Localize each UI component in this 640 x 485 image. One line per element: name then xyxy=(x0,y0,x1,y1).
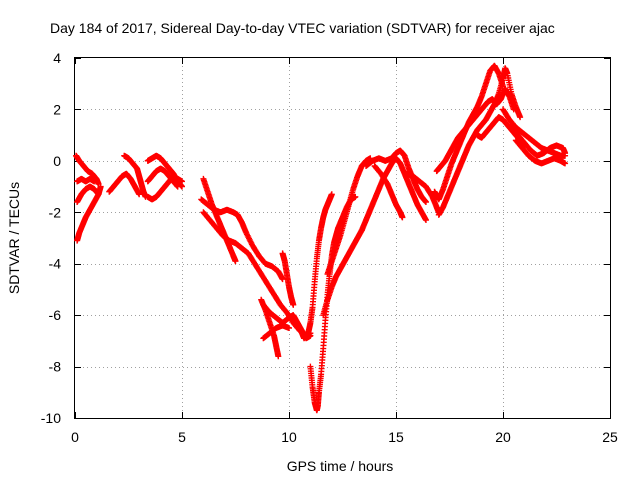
series-arc-30 xyxy=(508,121,569,159)
series-arc-21 xyxy=(363,147,429,205)
data-point xyxy=(422,199,429,205)
plot-frame xyxy=(74,57,611,419)
series-arc-25 xyxy=(431,62,506,203)
y-tick-label: 0 xyxy=(53,153,61,169)
y-tick-labels: -10 -8 -6 -4 -2 0 2 4 xyxy=(41,50,61,426)
series-arc-26 xyxy=(435,65,524,218)
grid-lines xyxy=(75,58,610,418)
data-point xyxy=(562,160,569,167)
chart-title: Day 184 of 2017, Sidereal Day-to-day VTE… xyxy=(50,20,555,36)
x-tick-label: 5 xyxy=(178,429,186,445)
x-tick-label: 15 xyxy=(388,429,404,445)
series-arc-18 xyxy=(307,193,359,414)
series-arc-6 xyxy=(121,152,149,200)
data-point xyxy=(328,191,335,198)
series-arc-15 xyxy=(279,250,297,308)
y-axis-label: SDTVAR / TECUs xyxy=(6,182,22,294)
series-arc-20 xyxy=(324,155,374,277)
series-arc-9 xyxy=(144,173,185,203)
y-tick-label: 4 xyxy=(53,50,61,66)
axis-ticks xyxy=(75,58,611,419)
x-tick-label: 0 xyxy=(71,429,79,445)
y-tick-label: -10 xyxy=(41,410,61,426)
data-point xyxy=(290,301,297,308)
series-arc-5 xyxy=(106,170,143,198)
series-arc-19 xyxy=(320,227,365,319)
series-arc-16 xyxy=(260,322,292,342)
x-tick-label: 20 xyxy=(495,429,511,445)
y-tick-label: -6 xyxy=(49,307,62,323)
series-arc-27 xyxy=(433,85,517,175)
y-tick-label: -8 xyxy=(49,359,62,375)
data-marks xyxy=(73,62,569,414)
data-point xyxy=(422,217,429,223)
series-arc-4 xyxy=(74,183,104,205)
y-tick-label: 2 xyxy=(53,101,61,117)
data-point xyxy=(510,106,517,113)
data-point xyxy=(232,258,239,265)
series-arc-31 xyxy=(512,137,569,167)
x-tick-label: 10 xyxy=(281,429,297,445)
series-arc-23 xyxy=(371,163,406,221)
y-tick-label: -4 xyxy=(49,256,62,272)
data-point xyxy=(275,353,282,360)
series-arc-17 xyxy=(296,191,335,342)
series-arc-10 xyxy=(200,175,239,265)
x-tick-labels: 0 5 10 15 20 25 xyxy=(71,429,618,445)
x-axis-label: GPS time / hours xyxy=(287,458,394,474)
data-point xyxy=(279,276,286,283)
data-point xyxy=(562,150,569,157)
data-point xyxy=(517,114,524,121)
series-arc-29 xyxy=(500,106,569,159)
series-arc-2 xyxy=(74,175,98,185)
data-point xyxy=(286,325,292,331)
y-tick-label: -2 xyxy=(49,204,62,220)
data-point xyxy=(174,183,181,190)
series-arc-11 xyxy=(198,196,286,283)
x-tick-label: 25 xyxy=(602,429,618,445)
data-point xyxy=(91,178,98,185)
data-point xyxy=(399,214,406,221)
data-point xyxy=(179,178,185,185)
data-point xyxy=(352,193,359,200)
data-point xyxy=(97,183,104,190)
series-arc-3 xyxy=(74,191,102,244)
data-point xyxy=(136,191,143,198)
